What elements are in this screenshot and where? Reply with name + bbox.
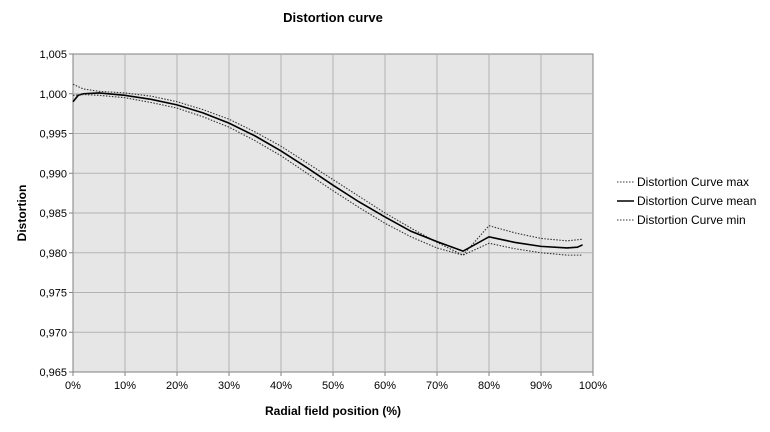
y-tick-label: 0,965 [39, 367, 67, 379]
x-tick-label: 100% [579, 380, 607, 392]
plot-area: 0,965 0,970 0,975 0,980 0,985 0,990 0,995 1,000… [39, 49, 607, 392]
x-tick-label: 10% [114, 380, 136, 392]
legend-label-3: Distortion Curve min [637, 213, 746, 227]
legend: Distortion Curve max Distortion Curve mea… [617, 175, 756, 227]
x-tick-label: 60% [374, 380, 396, 392]
chart-title: Distortion curve [283, 10, 383, 25]
y-axis-title: Distortion [15, 185, 29, 242]
x-tick-label: 0% [65, 380, 81, 392]
x-tick-label: 80% [478, 380, 500, 392]
series-line-2 [72, 92, 583, 253]
y-tick-label: 0,980 [39, 248, 67, 260]
y-tick-label: 0,985 [39, 208, 67, 220]
x-tick-label: 30% [218, 380, 240, 392]
x-tick-label: 40% [270, 380, 292, 392]
x-tick-label: 20% [166, 380, 188, 392]
x-tick-label: 70% [426, 380, 448, 392]
y-tick-label: 0,990 [39, 168, 67, 180]
legend-label-2: Distortion Curve mean [637, 194, 756, 208]
y-tick-label: 1,005 [39, 49, 67, 61]
y-tick-label: 0,970 [39, 327, 67, 339]
x-tick-label: 50% [322, 380, 344, 392]
y-tick-label: 0,995 [39, 129, 67, 141]
y-tick-label: 1,000 [39, 89, 67, 101]
series-line-1 [72, 83, 583, 256]
y-tick-label: 0,975 [39, 288, 67, 300]
x-axis-title: Radial field position (%) [265, 404, 401, 418]
x-tick-label: 90% [530, 380, 552, 392]
legend-label-1: Distortion Curve max [637, 175, 749, 189]
